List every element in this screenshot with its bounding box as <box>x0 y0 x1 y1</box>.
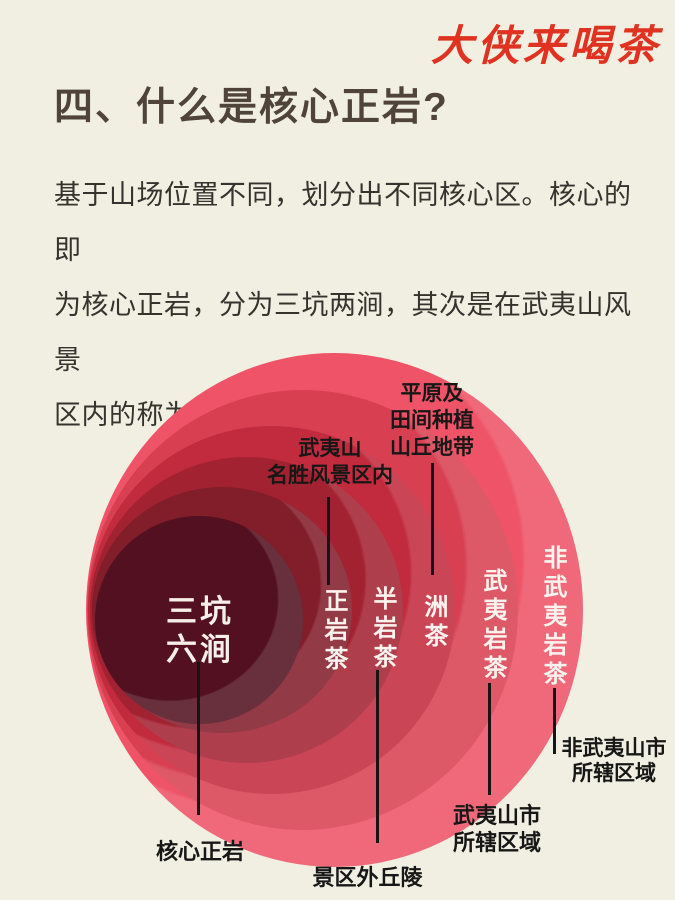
callout-scenic-area: 武夷山 名胜风景区内 <box>230 435 430 489</box>
connector-hills <box>376 670 379 843</box>
page-title: 四、什么是核心正岩? <box>54 86 449 129</box>
callout-hills: 景区外丘陵 <box>312 865 423 890</box>
ring-label-wuyi-yan-cha: 武夷岩茶 <box>479 568 506 684</box>
ring-label-zheng-yan-cha: 正岩茶 <box>320 588 347 675</box>
intro-line: 为核心正岩，分为三坑两涧，其次是在武夷山风景 <box>54 290 632 375</box>
connector-city-area <box>488 683 491 795</box>
center-label-line: 六涧 <box>166 632 234 667</box>
tea-zone-diagram: 武夷山 名胜风景区内 平原及 田间种植 山丘地带 三坑 六涧 正岩茶 半岩茶 洲… <box>0 340 675 900</box>
center-label-san-keng-liu-jian: 三坑 六涧 <box>166 593 234 669</box>
ring-label-fei-wuyi-yan-cha: 非武夷岩茶 <box>539 545 566 690</box>
callout-noncity-area: 非武夷山市 所辖区域 <box>558 736 670 786</box>
callout-line: 非武夷山市 <box>561 737 667 760</box>
ring-label-zhou-cha: 洲茶 <box>420 594 447 652</box>
connector-core-zhengyan <box>197 662 200 815</box>
callout-line: 所辖区域 <box>453 830 542 855</box>
center-label-line: 三坑 <box>166 594 234 629</box>
connector-scenic-area <box>327 497 330 585</box>
brand-logo: 大侠来喝茶 <box>430 24 661 70</box>
callout-line: 山丘地带 <box>390 436 474 459</box>
callout-line: 平原及 <box>400 382 464 405</box>
callout-line: 武夷山 <box>298 437 362 460</box>
intro-line: 基于山场位置不同，划分出不同核心区。核心的即 <box>54 180 632 265</box>
callout-line: 田间种植 <box>390 409 474 432</box>
callout-line: 武夷山市 <box>453 803 542 828</box>
callout-plain-area: 平原及 田间种植 山丘地带 <box>352 380 512 461</box>
callout-line: 所辖区域 <box>572 762 656 785</box>
callout-line: 名胜风景区内 <box>267 464 393 487</box>
callout-core-zhengyan: 核心正岩 <box>155 839 244 864</box>
ring-label-ban-yan-cha: 半岩茶 <box>369 586 396 673</box>
connector-noncity-area <box>553 688 556 754</box>
connector-plain-area <box>431 463 434 575</box>
callout-city-area: 武夷山市 所辖区域 <box>453 802 541 856</box>
